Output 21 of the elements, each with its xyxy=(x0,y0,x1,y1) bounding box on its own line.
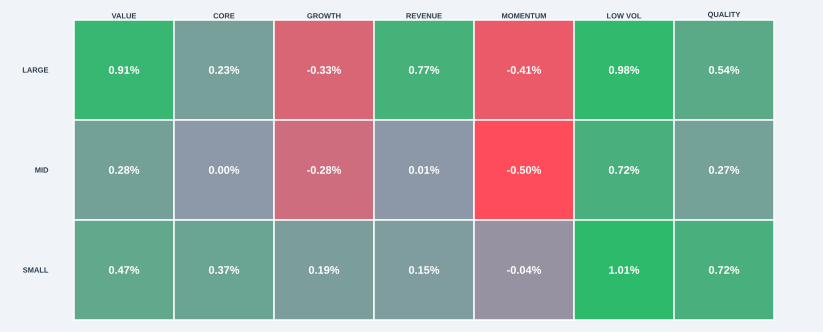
data-label: 0.00% xyxy=(208,166,240,174)
data-label: 1.01% xyxy=(609,266,640,274)
data-label: 0.72% xyxy=(608,166,640,174)
data-label: 0.54% xyxy=(708,66,740,74)
data-label: 0.01% xyxy=(408,166,440,174)
data-label: -0.50% xyxy=(507,166,542,174)
data-label: -0.28% xyxy=(307,166,342,174)
data-label: 0.72% xyxy=(708,266,740,274)
data-label: 0.77% xyxy=(408,66,440,74)
data-label: -0.41% xyxy=(507,66,542,74)
data-label: 0.37% xyxy=(208,266,240,274)
data-label: 0.98% xyxy=(608,66,640,74)
data-label: -0.33% xyxy=(307,66,342,74)
data-label: 0.47% xyxy=(108,266,140,274)
data-label: 0.19% xyxy=(308,266,340,274)
data-label: 0.28% xyxy=(108,166,140,174)
data-label: 0.23% xyxy=(208,66,240,74)
data-label: 0.27% xyxy=(708,166,740,174)
data-label: 0.91% xyxy=(108,66,140,74)
data-label: -0.04% xyxy=(507,266,542,274)
data-label: 0.15% xyxy=(408,266,440,274)
